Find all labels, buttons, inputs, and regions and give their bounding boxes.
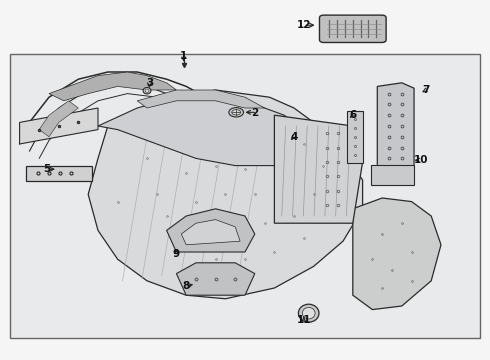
Text: 12: 12: [296, 20, 311, 30]
Ellipse shape: [229, 108, 244, 117]
FancyBboxPatch shape: [371, 165, 414, 185]
Polygon shape: [20, 108, 98, 144]
Text: 4: 4: [290, 132, 298, 142]
Text: 5: 5: [43, 164, 50, 174]
Polygon shape: [176, 263, 255, 295]
Ellipse shape: [302, 307, 315, 319]
Text: 7: 7: [422, 85, 430, 95]
Polygon shape: [98, 97, 314, 166]
Polygon shape: [137, 90, 265, 108]
Polygon shape: [274, 115, 363, 223]
Text: 6: 6: [349, 110, 356, 120]
Ellipse shape: [145, 89, 149, 93]
Polygon shape: [377, 83, 414, 171]
Polygon shape: [167, 209, 255, 252]
Ellipse shape: [298, 304, 319, 322]
Polygon shape: [181, 220, 240, 245]
Text: 3: 3: [146, 78, 153, 88]
Ellipse shape: [143, 87, 151, 94]
Text: 10: 10: [414, 155, 429, 165]
Text: 9: 9: [173, 249, 180, 259]
FancyBboxPatch shape: [347, 111, 363, 163]
Text: 8: 8: [183, 281, 190, 291]
Polygon shape: [88, 90, 363, 299]
Ellipse shape: [232, 110, 241, 115]
Text: 11: 11: [296, 315, 311, 325]
Text: 2: 2: [251, 108, 258, 118]
Polygon shape: [49, 72, 176, 101]
FancyBboxPatch shape: [10, 54, 480, 338]
Polygon shape: [353, 198, 441, 310]
FancyBboxPatch shape: [319, 15, 386, 42]
FancyBboxPatch shape: [26, 166, 92, 181]
Text: 1: 1: [180, 51, 187, 61]
Polygon shape: [39, 101, 78, 137]
